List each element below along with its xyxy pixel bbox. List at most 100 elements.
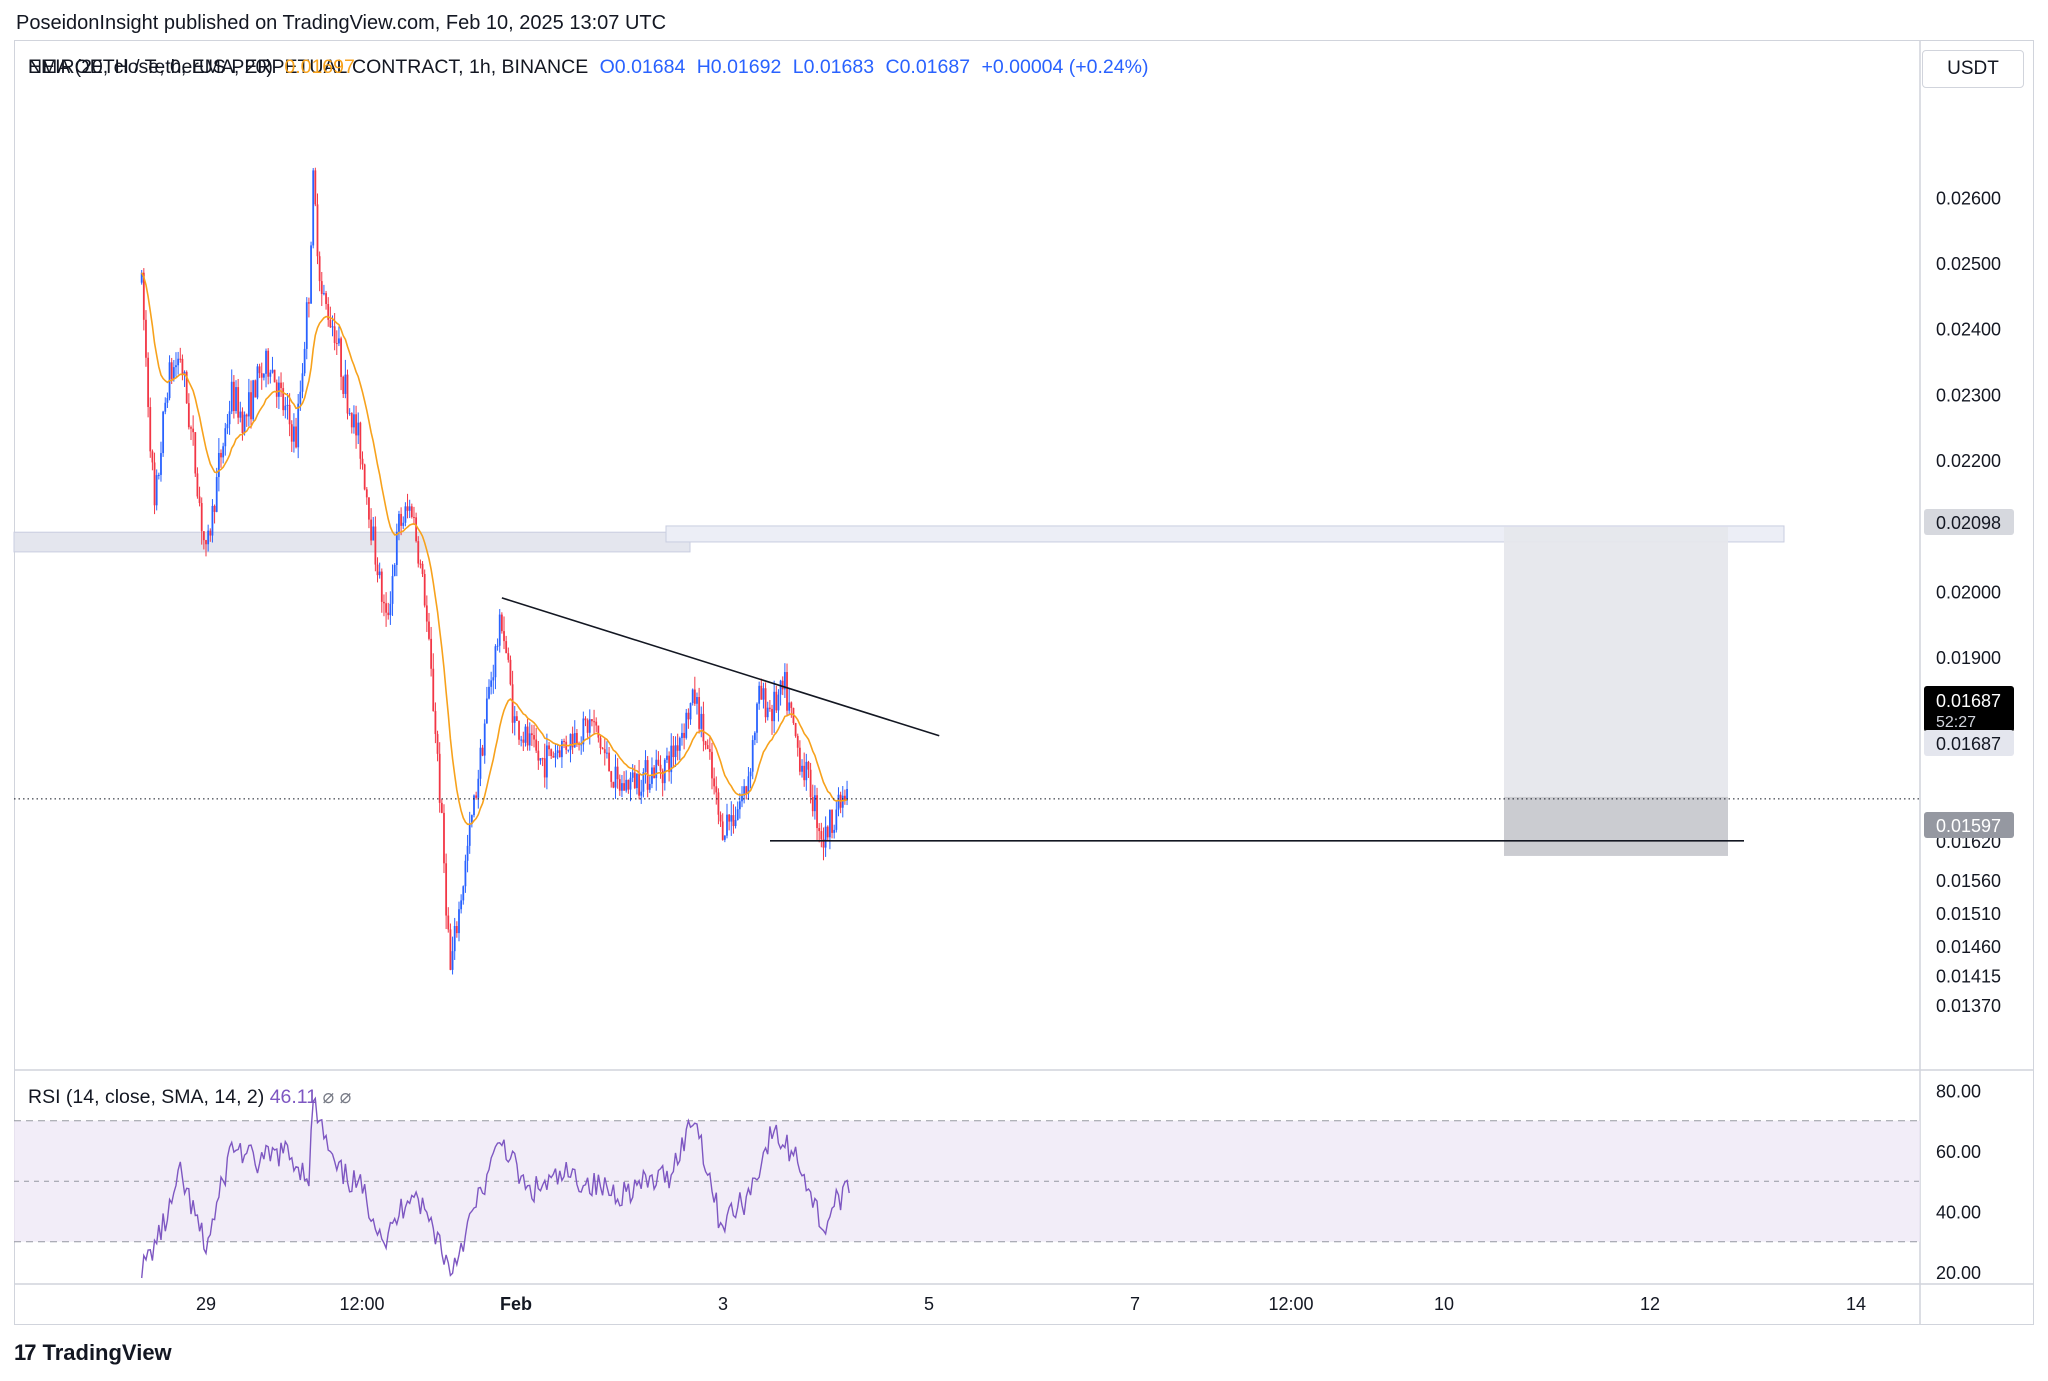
candle-body — [363, 464, 366, 490]
candle-body — [734, 819, 737, 827]
candle-body — [466, 845, 469, 861]
candle-body — [644, 760, 647, 773]
currency-unit-button[interactable]: USDT — [1922, 50, 2024, 88]
last-price-tag: 0.01687 — [1936, 691, 2001, 711]
candle-body — [571, 733, 574, 748]
candle-body — [657, 759, 660, 765]
candle-body — [451, 951, 454, 970]
candle-body — [460, 900, 463, 910]
candle-body — [226, 424, 229, 429]
candle-body — [721, 821, 724, 840]
rsi-label[interactable]: RSI (14, close, SMA, 14, 2) — [28, 1086, 265, 1108]
candle-body — [473, 795, 475, 816]
candle-layer — [140, 167, 848, 975]
candle-body — [170, 362, 173, 379]
ema-label[interactable]: EMA (20, close, 0, EMA, 20) — [28, 56, 273, 78]
candle-body — [344, 374, 347, 394]
candle-body — [372, 526, 375, 541]
candle-body — [844, 795, 846, 801]
rsi-line — [141, 1096, 850, 1279]
candle-body — [179, 358, 182, 360]
candle-body — [243, 414, 246, 434]
candle-body — [470, 815, 473, 824]
candle-body — [357, 422, 360, 436]
candle-body — [747, 776, 750, 794]
candle-body — [376, 564, 379, 576]
axis-layer: 0.02600 0.02500 0.02400 0.02300 0.02200 0.020… — [196, 188, 2014, 1314]
rsi-visibility-icons[interactable]: ⌀ ⌀ — [322, 1086, 352, 1108]
candle-body — [462, 886, 465, 901]
time-tick-label: 12:00 — [1268, 1294, 1313, 1314]
candle-body — [601, 748, 604, 750]
candle-body — [616, 766, 619, 780]
candle-body — [320, 281, 323, 294]
candle-body — [625, 779, 628, 791]
publisher-line: PoseidonInsight published on TradingView… — [16, 12, 667, 34]
candle-body — [273, 369, 276, 383]
candle-body — [545, 745, 548, 778]
candle-body — [205, 540, 207, 545]
legend-change: +0.00004 (+0.24%) — [981, 56, 1149, 78]
candle-body — [162, 411, 165, 454]
tradingview-logo[interactable]: 17 TradingView — [14, 1340, 172, 1366]
candle-body — [202, 531, 205, 541]
candle-body — [533, 735, 535, 740]
ema-legend[interactable]: EMA (20, close, 0, EMA, 20) 0.01697 — [28, 56, 361, 79]
symbol-title[interactable]: NEIROETH / TetherUS PERPETUAL CONTRACT, … — [28, 56, 589, 78]
candle-body — [515, 716, 518, 721]
candle-body — [719, 814, 722, 822]
candle-body — [419, 563, 422, 565]
legend-low: L0.01683 — [792, 56, 875, 78]
candle-body — [702, 713, 705, 742]
candle-body — [698, 697, 701, 729]
ema-value: 0.01697 — [284, 56, 355, 78]
candle-body — [402, 522, 405, 526]
candle-body — [353, 414, 355, 428]
candle-body — [816, 795, 818, 829]
candle-body — [708, 749, 711, 752]
candle-body — [361, 458, 364, 465]
candle-body — [588, 719, 591, 733]
price-tick-label: 0.01370 — [1936, 996, 2001, 1016]
candle-body — [751, 740, 754, 772]
candle-body — [524, 726, 527, 743]
candle-body — [196, 473, 199, 497]
candle-body — [584, 718, 587, 721]
candle-body — [297, 403, 300, 448]
candle-body — [760, 685, 763, 700]
candle-body — [762, 688, 765, 700]
candle-body — [155, 475, 158, 506]
candle-body — [477, 778, 480, 798]
candle-body — [434, 711, 437, 735]
candle-body — [445, 863, 448, 916]
stop-box — [1504, 796, 1728, 856]
candle-body — [245, 414, 248, 417]
candle-body — [440, 802, 443, 813]
candle-body — [659, 764, 662, 771]
candle-body — [404, 506, 407, 523]
candle-body — [509, 659, 512, 685]
symbol-legend[interactable]: NEIROETH / TetherUS PERPETUAL CONTRACT, … — [28, 56, 1154, 79]
candle-body — [775, 691, 778, 711]
ema-price-tag: 0.01687 — [1936, 734, 2001, 754]
candle-body — [207, 530, 210, 545]
candle-body — [331, 326, 334, 328]
candle-body — [288, 404, 291, 425]
candle-body — [187, 403, 190, 428]
candle-body — [359, 422, 362, 459]
candle-body — [145, 319, 147, 358]
candle-body — [717, 792, 720, 815]
candle-body — [561, 741, 563, 758]
candle-body — [425, 605, 428, 622]
price-tick-label: 0.01900 — [1936, 648, 2001, 668]
target-box — [1504, 526, 1728, 797]
candle-body — [329, 319, 332, 328]
candle-body — [290, 424, 293, 442]
candle-body — [591, 719, 593, 722]
candle-body — [653, 767, 655, 779]
time-tick-label: 3 — [718, 1294, 728, 1314]
candle-body — [627, 779, 630, 790]
rsi-legend[interactable]: RSI (14, close, SMA, 14, 2) 46.11 ⌀ ⌀ — [28, 1085, 351, 1109]
candle-body — [623, 783, 625, 791]
